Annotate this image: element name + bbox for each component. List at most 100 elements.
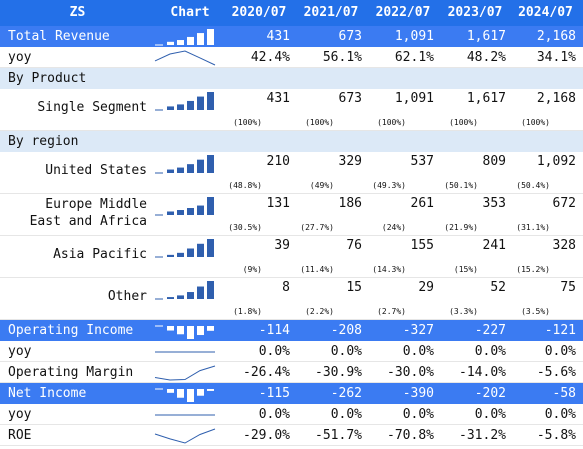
sparkline-bar [167, 169, 174, 173]
sparkline-bar [207, 239, 214, 257]
sparkline-bar [197, 205, 204, 215]
value-cell: 2,168 [536, 91, 576, 106]
value-cell: -51.7% [315, 428, 362, 443]
value-cell: 34.1% [536, 50, 576, 65]
sparkline-bar [167, 326, 174, 331]
row-label: Single Segment [37, 100, 147, 115]
value-cell: 131 [266, 196, 290, 211]
value-cell: 52 [490, 280, 506, 295]
data-row: ROE -29.0% -51.7% -70.8% -31.2% -5.8% [0, 425, 583, 446]
percent-cell: (31.1%) [516, 223, 550, 232]
value-cell: 261 [410, 196, 434, 211]
sparkline [155, 155, 214, 174]
data-row: Operating Income -114 -208 -327 -227 -121 [0, 320, 583, 341]
value-cell: 155 [410, 238, 434, 253]
sparkline-bar [187, 164, 194, 173]
sparkline [154, 428, 216, 444]
sparkline-bar [167, 211, 174, 215]
sparkline-bar [177, 104, 184, 110]
sparkline-bar [197, 33, 204, 45]
row-label: Operating Margin [8, 365, 134, 380]
value-cell: 75 [560, 280, 576, 295]
sparkline-bar [187, 100, 194, 110]
sparkline-bar [187, 326, 194, 339]
year-header: 2021/07 [303, 5, 359, 20]
section-row: By Product [0, 68, 583, 89]
sparkline [155, 197, 214, 216]
percent-cell: (100%) [449, 118, 478, 127]
value-cell: 673 [338, 29, 362, 44]
sparkline-bar [187, 36, 194, 45]
sparkline-bar [167, 41, 174, 45]
sparkline [155, 29, 214, 46]
sparkline [154, 365, 216, 381]
percent-cell: (14.3%) [372, 265, 406, 274]
value-cell: 15 [346, 280, 362, 295]
value-cell: 329 [338, 154, 362, 169]
value-cell: -29.0% [243, 428, 290, 443]
value-cell: 56.1% [322, 50, 362, 65]
sparkline-bar [207, 92, 214, 110]
value-cell: 1,091 [394, 29, 434, 44]
value-cell: 1,092 [536, 154, 576, 169]
value-cell: 8 [282, 280, 290, 295]
value-cell: 1,617 [466, 91, 506, 106]
value-cell: -227 [474, 323, 506, 338]
year-header: 2023/07 [447, 5, 503, 20]
sparkline-bar [167, 254, 174, 257]
sparkline-bar [167, 297, 174, 299]
sparkline-bar [187, 292, 194, 299]
percent-cell: (15.2%) [516, 265, 550, 274]
sparkline-bar [207, 155, 214, 173]
value-cell: -262 [330, 386, 362, 401]
value-cell: 809 [482, 154, 506, 169]
percent-cell: (3.5%) [521, 307, 550, 316]
sparkline [155, 414, 215, 416]
sparkline-bar [177, 295, 184, 299]
sparkline-bar [197, 159, 204, 173]
value-cell: 0.0% [330, 407, 362, 422]
percent-cell: (100%) [305, 118, 334, 127]
value-cell: 2,168 [536, 29, 576, 44]
data-row: Other 8 15 29 52 75 (1.8%) (2.2%) (2.7%) (3.3%) (3… [0, 278, 583, 320]
value-cell: 241 [482, 238, 506, 253]
year-header: 2024/07 [518, 5, 573, 20]
value-cell: -114 [258, 323, 290, 338]
value-cell: 29 [418, 280, 434, 295]
data-row: yoy 42.4% 56.1% 62.1% 48.2% 34.1% [0, 47, 583, 68]
percent-cell: (3.3%) [449, 307, 478, 316]
value-cell: -5.6% [536, 365, 576, 380]
value-cell: 0.0% [474, 407, 506, 422]
section-row: By region [0, 131, 583, 152]
sparkline-bar [207, 389, 214, 391]
percent-cell: (48.8%) [228, 181, 262, 190]
percent-cell: (1.8%) [233, 307, 262, 316]
percent-cell: (100%) [377, 118, 406, 127]
value-cell: -70.8% [387, 428, 434, 443]
value-cell: -202 [474, 386, 506, 401]
value-cell: -327 [402, 323, 434, 338]
data-row: Asia Pacific 39 76 155 241 328 (9%) (11.4%) (14.… [0, 236, 583, 278]
data-row: United States 210 329 537 809 1,092 (48.8%) (49… [0, 152, 583, 194]
value-cell: -30.9% [315, 365, 362, 380]
sparkline-bar [177, 389, 184, 398]
row-label: yoy [8, 344, 32, 359]
value-cell: 1,091 [394, 91, 434, 106]
sparkline-line [154, 365, 216, 381]
sparkline-bar [177, 210, 184, 215]
value-cell: -30.0% [387, 365, 434, 380]
percent-cell: (49%) [309, 181, 334, 190]
sparkline [155, 92, 214, 111]
data-row: Operating Margin -26.4% -30.9% -30.0% -14.0%… [0, 362, 583, 383]
value-cell: -26.4% [243, 365, 290, 380]
value-cell: 0.0% [258, 407, 290, 422]
value-cell: 0.0% [544, 407, 576, 422]
percent-cell: (50.4%) [516, 181, 550, 190]
percent-cell: (50.1%) [444, 181, 478, 190]
value-cell: 0.0% [402, 407, 434, 422]
value-cell: -14.0% [459, 365, 506, 380]
percent-cell: (49.3%) [372, 181, 406, 190]
percent-cell: (15%) [453, 265, 478, 274]
value-cell: 76 [346, 238, 362, 253]
row-label: Asia Pacific [53, 247, 147, 262]
